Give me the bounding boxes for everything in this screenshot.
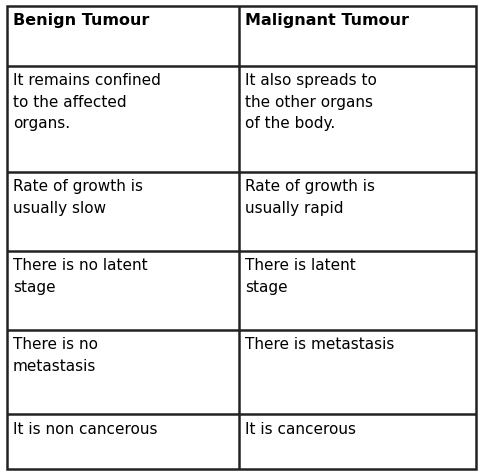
Text: There is metastasis: There is metastasis: [245, 337, 394, 351]
Text: It remains confined
to the affected
organs.: It remains confined to the affected orga…: [13, 73, 161, 131]
Text: Rate of growth is
usually slow: Rate of growth is usually slow: [13, 178, 143, 215]
Text: Benign Tumour: Benign Tumour: [13, 13, 149, 28]
Text: Rate of growth is
usually rapid: Rate of growth is usually rapid: [245, 178, 375, 215]
Text: There is latent
stage: There is latent stage: [245, 258, 355, 294]
Text: It is non cancerous: It is non cancerous: [13, 421, 157, 436]
Text: Malignant Tumour: Malignant Tumour: [245, 13, 409, 28]
Text: There is no latent
stage: There is no latent stage: [13, 258, 148, 294]
Text: It also spreads to
the other organs
of the body.: It also spreads to the other organs of t…: [245, 73, 377, 131]
Text: There is no
metastasis: There is no metastasis: [13, 337, 98, 373]
Text: It is cancerous: It is cancerous: [245, 421, 356, 436]
